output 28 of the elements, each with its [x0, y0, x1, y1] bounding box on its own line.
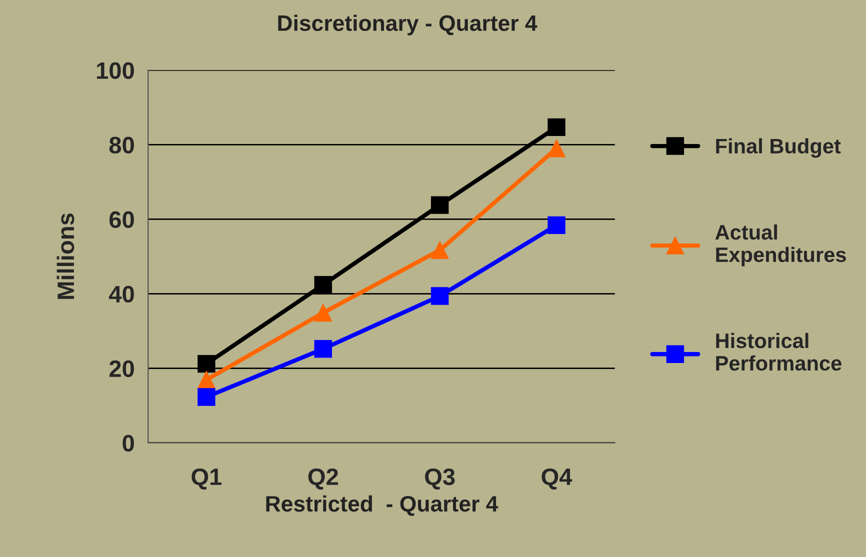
y-axis-title: Millions [56, 214, 74, 299]
point [548, 216, 566, 234]
point [198, 370, 216, 389]
y-tick-label: 80 [109, 136, 134, 154]
y-tick-label: 100 [96, 62, 134, 79]
point [314, 340, 332, 358]
point [430, 287, 449, 305]
point [548, 140, 566, 158]
legend-label: Actual Expenditures [715, 224, 846, 266]
point [198, 354, 216, 373]
y-tick-label: 0 [122, 434, 134, 452]
y-tick-label: 20 [109, 360, 134, 378]
x-tick-label: Q3 [425, 468, 455, 490]
point [198, 388, 216, 406]
x-tick-label: Q2 [308, 468, 338, 490]
x-axis-title: Restricted - Quarter 4 [266, 495, 498, 516]
point [430, 196, 449, 214]
chart-title: Discretionary - Quarter 4 [278, 14, 538, 36]
point [548, 118, 566, 136]
point [314, 304, 332, 322]
legend-label: Historical Performance [716, 332, 842, 371]
y-tick-label: 60 [109, 211, 134, 228]
y-tick-label: 40 [108, 286, 134, 303]
legend-label: Final Budget [716, 138, 841, 158]
point [430, 241, 449, 260]
x-tick-label: Q4 [542, 468, 572, 490]
point [314, 276, 332, 294]
x-tick-label: Q1 [192, 468, 222, 490]
